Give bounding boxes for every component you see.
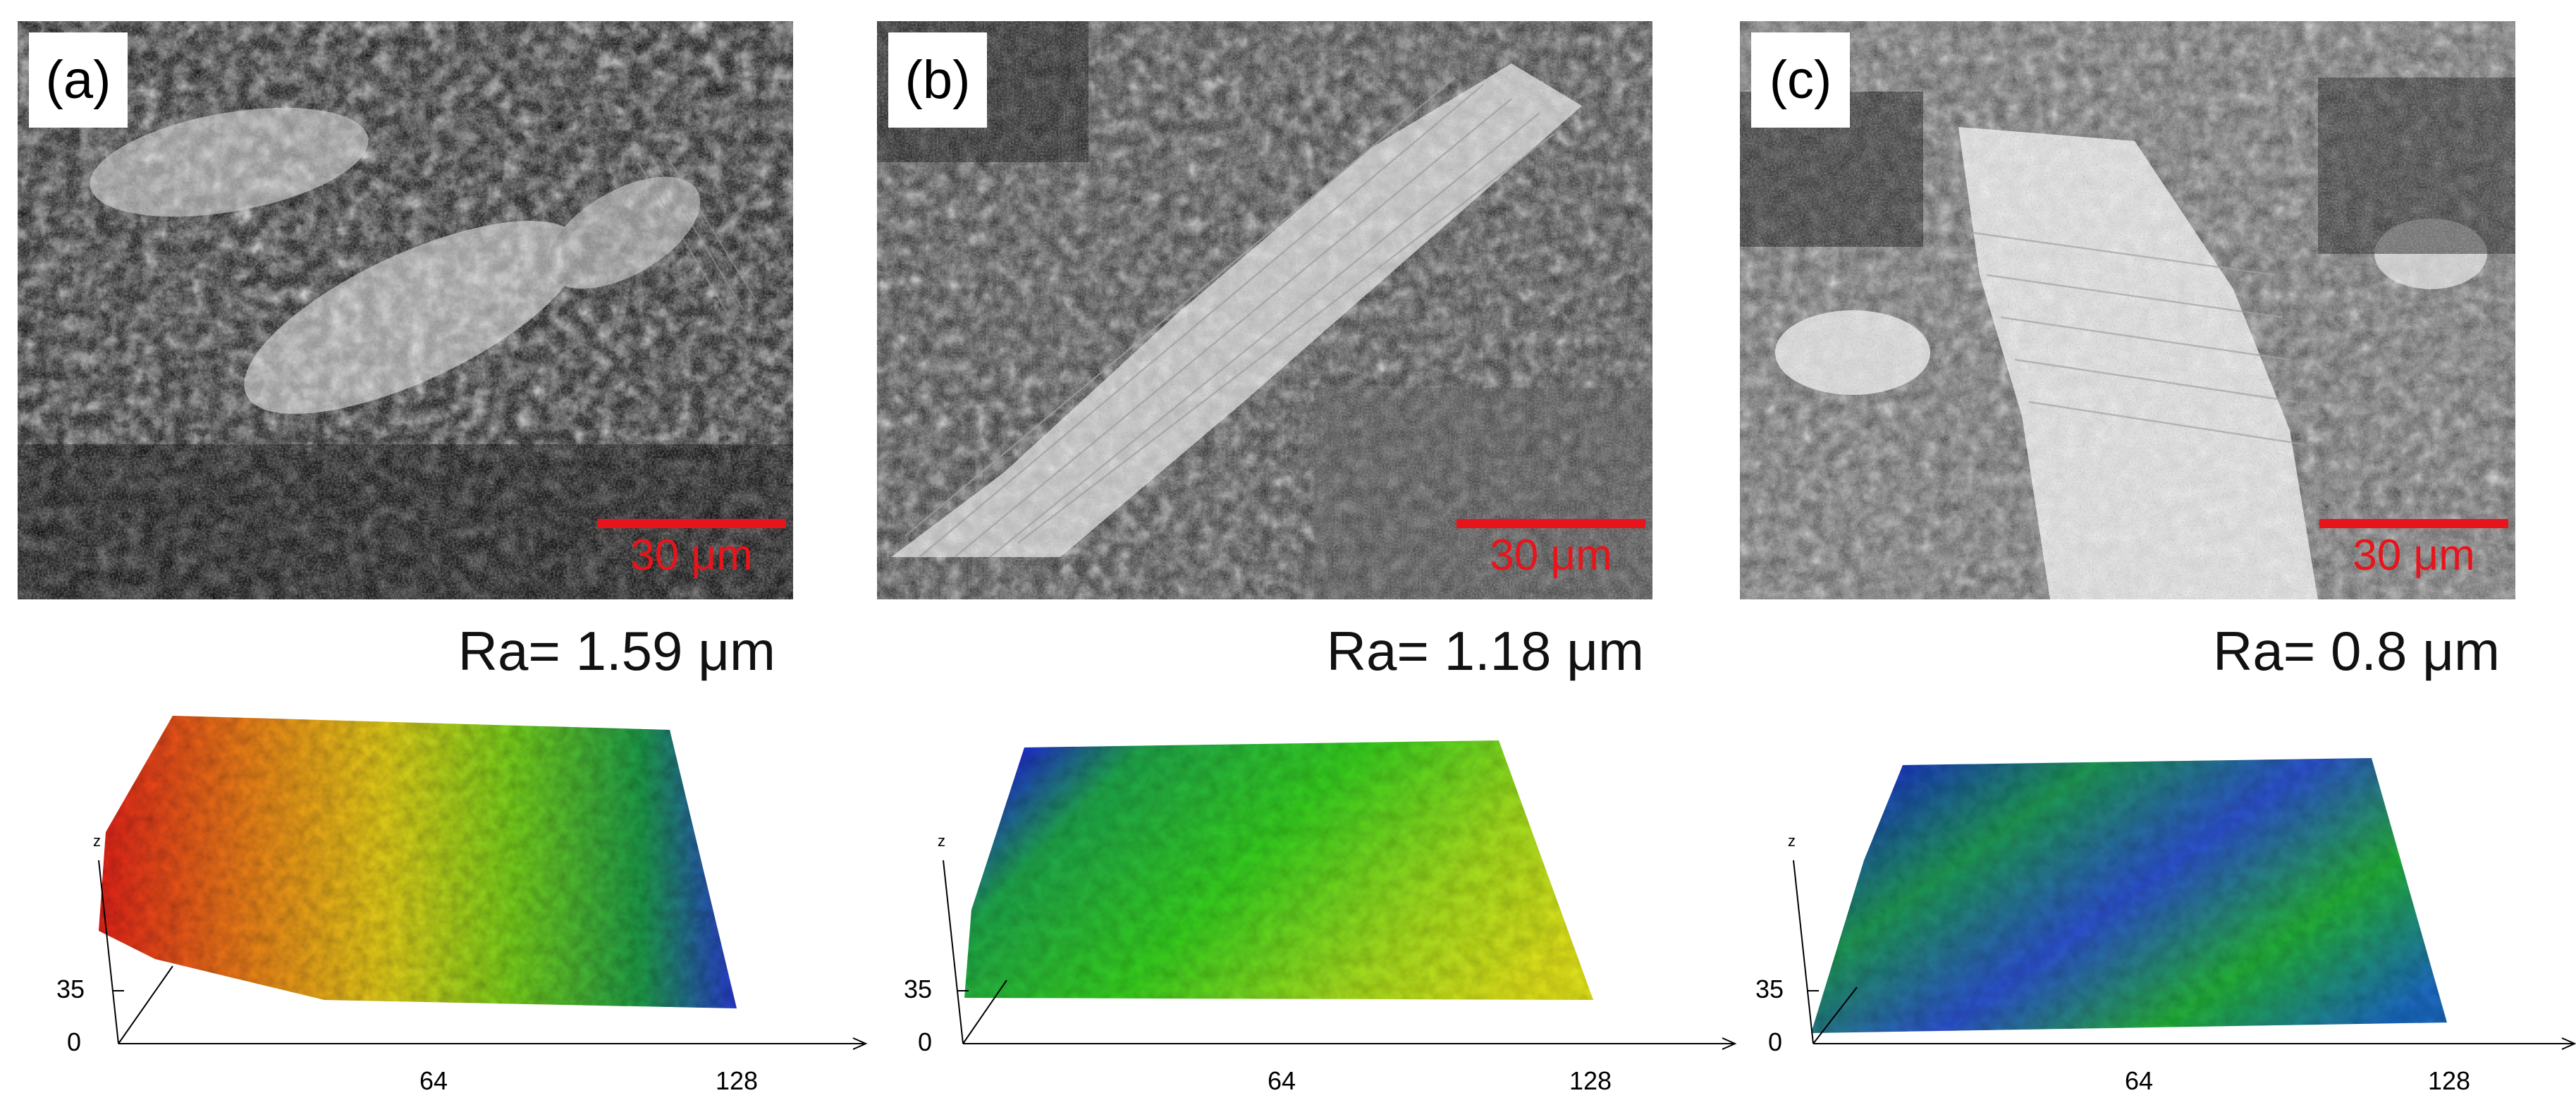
scale-bar-label-a: 30 μm [630,531,753,580]
roughness-value-c: Ra= 0.8 μm [2213,620,2500,682]
x-tick-64-b: 64 [1268,1066,1296,1095]
z-axis-label-b: z [938,832,945,850]
micrograph-a-image [18,21,793,599]
topography-a-plot: z 0 35 64 128 [56,716,868,1095]
micrograph-a: (a) 30 μm [18,21,793,599]
topography-b-plot: z 0 35 64 128 [904,740,1737,1095]
z-axis-label-c: z [1788,832,1796,850]
x-tick-128-c: 128 [2428,1066,2470,1095]
panel-label-b: (b) [888,32,987,128]
roughness-value-b: Ra= 1.18 μm [1326,620,1644,682]
scale-bar-c [2319,519,2508,528]
z-tick-35-a: 35 [56,975,85,1003]
topography-c-plot: z 0 35 64 128 [1755,758,2576,1095]
x-tick-128-a: 128 [716,1066,758,1095]
micrograph-c: (c) 30 μm [1740,21,2515,599]
z-axis-label-a: z [93,832,101,850]
scale-bar-a [597,519,786,528]
x-tick-128-b: 128 [1569,1066,1612,1095]
panel-label-c: (c) [1751,32,1850,128]
panel-label-a: (a) [29,32,128,128]
roughness-value-a: Ra= 1.59 μm [458,620,775,682]
scale-bar-label-c: 30 μm [2353,531,2475,580]
x-tick-64-a: 64 [419,1066,448,1095]
z-tick-0-c: 0 [1768,1027,1782,1056]
z-tick-0-a: 0 [67,1027,81,1056]
topography-b: z 0 35 64 128 [894,698,1740,1105]
scale-bar-label-b: 30 μm [1490,531,1612,580]
topography-c: z 0 35 64 128 [1730,698,2576,1105]
x-tick-64-c: 64 [2125,1066,2153,1095]
scale-bar-b [1456,519,1645,528]
micrograph-b: (b) 30 μm [877,21,1652,599]
z-tick-35-b: 35 [904,975,932,1003]
micrograph-c-image [1740,21,2515,599]
z-tick-35-c: 35 [1755,975,1784,1003]
z-tick-0-b: 0 [918,1027,932,1056]
topography-a: z 0 35 64 128 [28,698,874,1105]
micrograph-b-image [877,21,1652,599]
